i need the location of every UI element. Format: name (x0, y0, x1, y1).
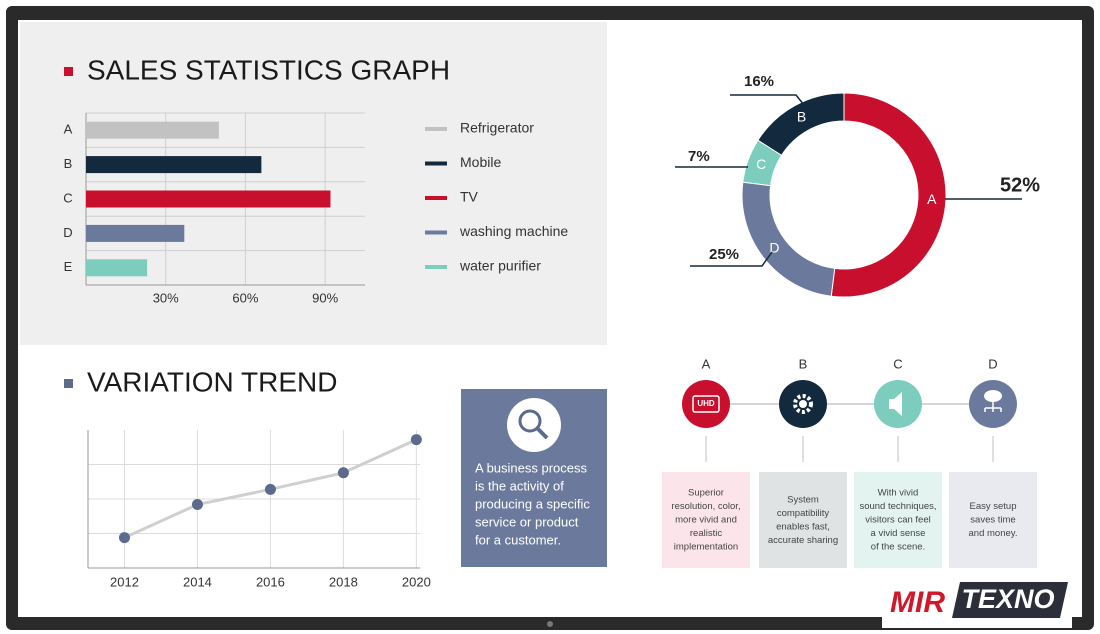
feature-letter: D (988, 356, 997, 371)
point (191, 499, 203, 511)
feature-text: Easy setup (970, 501, 1017, 512)
feature-text: more vivid and (675, 515, 737, 526)
info-text: for a customer. (475, 532, 561, 547)
leader-line (690, 251, 773, 267)
gear-core (799, 400, 807, 408)
info-text: producing a specific (475, 496, 590, 511)
info-text: is the activity of (475, 478, 564, 493)
point (337, 467, 349, 479)
title-marker (64, 379, 73, 388)
x-tick-label: 2018 (329, 574, 358, 589)
legend-label: Refrigerator (460, 120, 534, 136)
legend-label: Mobile (460, 154, 501, 170)
point (118, 532, 130, 544)
feature-text: accurate sharing (768, 535, 838, 546)
x-tick-label: 2012 (110, 574, 139, 589)
feature-card (854, 472, 942, 568)
point (410, 434, 422, 446)
cloud (984, 390, 1002, 402)
y-tick-label: A (64, 122, 73, 137)
feature-text: sound techniques, (859, 501, 936, 512)
y-tick-label: E (64, 259, 73, 274)
search-icon (507, 398, 561, 452)
chart-title: VARIATION TREND (87, 366, 337, 397)
legend-label: TV (460, 189, 479, 205)
sales-panel (20, 22, 607, 345)
y-tick-label: D (63, 225, 72, 240)
x-tick-label: 2014 (183, 574, 212, 589)
y-tick-label: B (64, 156, 73, 171)
bar (86, 121, 219, 139)
feature-text: realistic (690, 528, 722, 539)
chart-title: SALES STATISTICS GRAPH (87, 54, 450, 85)
watermark-dark: TEXNO (961, 584, 1054, 614)
feature-text: resolution, color, (671, 501, 740, 512)
y-tick-label: C (63, 190, 72, 205)
x-tick-label: 2016 (256, 574, 285, 589)
feature-text: and money. (969, 528, 1018, 539)
bar (86, 156, 262, 174)
logo (547, 621, 553, 627)
x-tick-label: 30% (153, 290, 179, 305)
feature-text: a vivid sense (871, 528, 926, 539)
feature-text: Superior (688, 488, 724, 499)
watermark-tag (952, 582, 1068, 618)
bar (86, 190, 331, 208)
feature-text: System (787, 494, 819, 505)
legend-label: water purifier (459, 258, 541, 274)
slice-letter: B (797, 109, 806, 125)
value-label: 52% (1000, 174, 1040, 196)
slice-letter: D (769, 240, 779, 256)
info-text: A business process (475, 460, 588, 475)
feature-letter: C (893, 356, 902, 371)
uhd-badge (692, 395, 720, 413)
feature-letter: A (702, 356, 711, 371)
feature-text: implementation (674, 542, 738, 553)
donut-slice (830, 92, 947, 298)
speaker (889, 392, 902, 416)
x-tick-label: 90% (312, 290, 338, 305)
uhd-text: UHD (697, 399, 715, 408)
feature-card (759, 472, 847, 568)
value-label: 25% (709, 246, 739, 263)
feature-text: of the scene. (871, 542, 925, 553)
leader-line (730, 94, 809, 111)
bar (86, 224, 185, 242)
feature-text: compatibility (777, 508, 830, 519)
legend-label: washing machine (459, 223, 568, 239)
feature-card (949, 472, 1037, 568)
feature-text: enables fast, (776, 521, 830, 532)
bar (86, 259, 148, 277)
value-label: 16% (744, 73, 774, 90)
feature-text: saves time (970, 515, 1015, 526)
point (264, 483, 276, 495)
donut-slice (741, 181, 836, 297)
feature-text: With vivid (878, 488, 919, 499)
value-label: 7% (688, 148, 710, 165)
network (984, 402, 1002, 412)
watermark-red: MIR (890, 586, 945, 619)
title-marker (64, 67, 73, 76)
feature-letter: B (799, 356, 808, 371)
watermark: MIR TEXNO (882, 572, 1072, 628)
slice-letter: C (756, 156, 766, 172)
info-text: service or product (475, 514, 579, 529)
search-icon-lens (518, 409, 542, 433)
search-icon-handle (535, 426, 549, 440)
feature-text: visitors can feel (865, 515, 930, 526)
slice-letter: A (927, 191, 937, 207)
x-tick-label: 2020 (402, 574, 431, 589)
x-tick-label: 60% (232, 290, 258, 305)
feature-card (662, 472, 750, 568)
feature-icon (682, 380, 730, 428)
gear (793, 394, 813, 414)
